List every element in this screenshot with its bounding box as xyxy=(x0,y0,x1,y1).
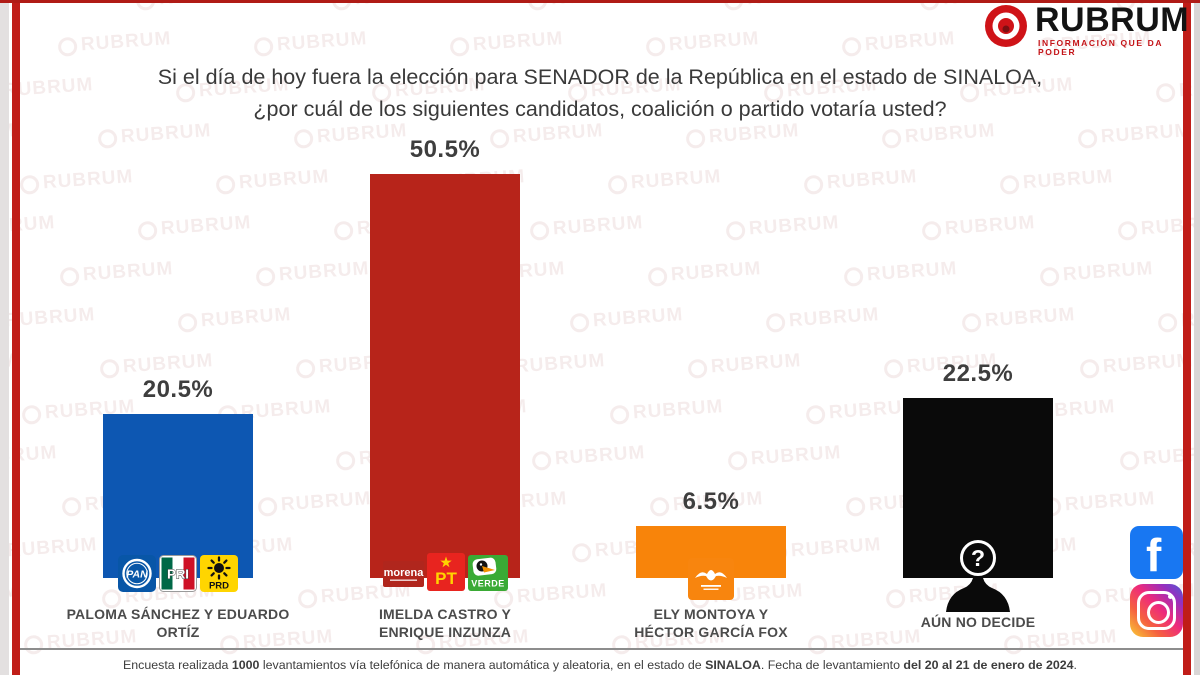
watermark: RUBRUM xyxy=(727,442,842,472)
candidate-label-ely-montoya: ELY MONTOYA Y HÉCTOR GARCÍA FOX xyxy=(634,606,788,640)
watermark: RUBRUM xyxy=(257,488,372,518)
watermark: RUBRUM xyxy=(531,442,646,472)
svg-text:PRI: PRI xyxy=(167,567,189,582)
svg-text:PT: PT xyxy=(435,569,457,588)
brand-tagline: INFORMACIÓN QUE DA PODER xyxy=(1038,38,1163,57)
pri-logo-icon: PRI xyxy=(159,555,197,592)
watermark: RUBRUM xyxy=(803,166,918,196)
watermark: RUBRUM xyxy=(253,28,368,58)
svg-text:VERDE: VERDE xyxy=(471,579,505,589)
watermark: RUBRUM xyxy=(215,166,330,196)
poll-question-line2: ¿por cuál de los siguientes candidatos, … xyxy=(253,96,947,121)
candidate-label-imelda-castro: IMELDA CASTRO Y ENRIQUE INZUNZA xyxy=(378,606,512,640)
watermark: RUBRUM xyxy=(843,258,958,288)
watermark: RUBRUM xyxy=(841,28,956,58)
right-red-border xyxy=(1183,0,1191,675)
pan-logo-icon: PAN xyxy=(118,555,156,592)
bar-value-label: 20.5% xyxy=(142,376,214,403)
watermark: RUBRUM xyxy=(725,212,840,242)
watermark: RUBRUM xyxy=(255,258,370,288)
movimiento-ciudadano-logo-icon xyxy=(688,558,734,600)
bar-value-label: 50.5% xyxy=(409,136,481,163)
bar-imelda-castro xyxy=(370,174,520,578)
watermark: RUBRUM xyxy=(57,28,172,58)
svg-text:morena: morena xyxy=(383,567,423,579)
brand-logo: RUBRUM INFORMACIÓN QUE DA PODER xyxy=(983,3,1200,56)
watermark: RUBRUM xyxy=(1041,488,1156,518)
watermark: RUBRUM xyxy=(609,396,724,426)
svg-text:?: ? xyxy=(971,545,985,571)
pt-logo-icon: PT xyxy=(426,553,465,591)
watermark: RUBRUM xyxy=(687,350,802,380)
undecided-person-icon: ? xyxy=(940,534,1016,612)
morena-logo-icon: morena xyxy=(382,561,424,587)
bar-paloma-sanchez xyxy=(103,414,253,578)
undecided-silhouette-row: ? xyxy=(903,534,1053,612)
watermark: RUBRUM xyxy=(449,28,564,58)
watermark: RUBRUM xyxy=(1079,350,1194,380)
candidate-label-paloma-sanchez: PALOMA SÁNCHEZ Y EDUARDO ORTÍZ xyxy=(66,606,290,640)
facebook-icon[interactable]: f xyxy=(1130,526,1183,579)
right-edge-strip xyxy=(1194,0,1200,675)
mc-logo-row xyxy=(636,558,786,600)
watermark: RUBRUM xyxy=(569,304,684,334)
top-red-border xyxy=(0,0,1200,3)
svg-text:PAN: PAN xyxy=(126,569,148,581)
instagram-icon[interactable] xyxy=(1130,584,1183,637)
coalition-logos-morena-pt-verde: morena PT VERDE xyxy=(370,553,520,591)
watermark: RUBRUM xyxy=(765,304,880,334)
footer-separator xyxy=(20,648,1183,650)
watermark: RUBRUM xyxy=(921,212,1036,242)
brand-name: RUBRUM xyxy=(1035,1,1190,39)
watermark: RUBRUM xyxy=(647,258,762,288)
watermark: RUBRUM xyxy=(961,304,1076,334)
watermark: RUBRUM xyxy=(1039,258,1154,288)
social-icons: f xyxy=(1130,526,1183,637)
watermark: RUBRUM xyxy=(645,28,760,58)
bar-value-label: 6.5% xyxy=(682,488,740,515)
watermark: RUBRUM xyxy=(19,166,134,196)
watermark: RUBRUM xyxy=(137,212,252,242)
rubrum-target-icon xyxy=(983,3,1029,49)
left-edge-strip xyxy=(0,0,9,675)
left-red-border xyxy=(12,0,20,675)
coalition-logos-pan-pri-prd: PAN PRI xyxy=(103,555,253,592)
watermark: RUBRUM xyxy=(529,212,644,242)
watermark: RUBRUM xyxy=(607,166,722,196)
watermark: RUBRUM xyxy=(999,166,1114,196)
watermark: RUBRUM xyxy=(177,304,292,334)
watermark: RUBRUM xyxy=(59,258,174,288)
prd-logo-icon: PRD xyxy=(200,555,238,592)
svg-text:PRD: PRD xyxy=(209,581,229,592)
poll-question: Si el día de hoy fuera la elección para … xyxy=(60,62,1140,126)
bar-value-label: 22.5% xyxy=(942,360,1014,387)
poll-question-line1: Si el día de hoy fuera la elección para … xyxy=(157,65,1043,89)
verde-logo-icon: VERDE xyxy=(467,555,508,591)
candidate-label-aun-no-decide: AÚN NO DECIDE xyxy=(920,614,1036,630)
methodology-note: Encuesta realizada 1000 levantamientos v… xyxy=(123,658,1077,672)
